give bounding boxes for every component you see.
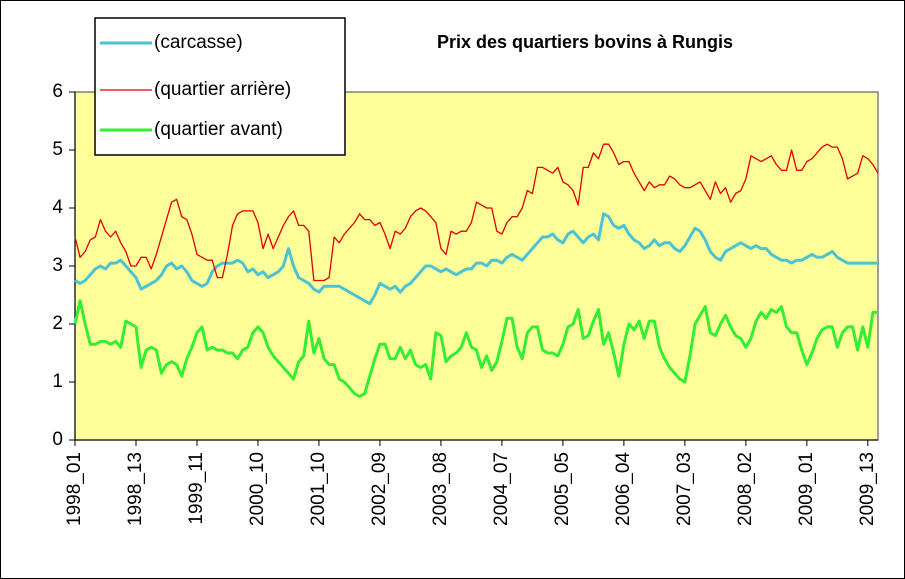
x-tick-label: 2009_13 bbox=[857, 452, 878, 526]
legend-label: (quartier arrière) bbox=[154, 79, 291, 100]
y-tick-label: 1 bbox=[52, 371, 63, 392]
chart-title: Prix des quartiers bovins à Rungis bbox=[437, 32, 733, 52]
x-tick-label: 2001_10 bbox=[308, 452, 329, 526]
y-tick-label: 3 bbox=[52, 255, 63, 276]
legend-label: (quartier avant) bbox=[154, 119, 283, 140]
x-tick-label: 1998_01 bbox=[64, 452, 85, 526]
x-tick-label: 1999_11 bbox=[186, 452, 207, 525]
x-tick-label: 2009_01 bbox=[796, 452, 817, 526]
legend: (carcasse) (quartier arrière) (quartier av… bbox=[100, 32, 291, 140]
x-tick-label: 2007_03 bbox=[674, 452, 695, 526]
y-tick-label: 4 bbox=[52, 197, 63, 218]
y-tick-label: 0 bbox=[52, 429, 63, 450]
x-tick-label: 1998_13 bbox=[125, 452, 146, 526]
data-line bbox=[73, 299, 878, 398]
x-tick-label: 2005_05 bbox=[552, 452, 573, 526]
legend-label: (carcasse) bbox=[154, 32, 243, 53]
y-tick-label: 2 bbox=[52, 313, 63, 334]
x-tick-label: 2008_02 bbox=[735, 452, 756, 526]
data-line bbox=[74, 212, 878, 306]
legend-box bbox=[94, 17, 346, 156]
x-tick-label: 2006_04 bbox=[613, 452, 634, 526]
y-tick-label: 5 bbox=[52, 139, 63, 160]
data-line bbox=[74, 143, 879, 282]
x-tick-label: 2004_07 bbox=[491, 452, 512, 526]
x-tick-label: 2002_09 bbox=[369, 452, 390, 526]
x-tick-label: 2000_10 bbox=[247, 452, 268, 526]
x-tick-label: 2003_08 bbox=[430, 452, 451, 526]
y-tick-label: 6 bbox=[52, 81, 63, 102]
